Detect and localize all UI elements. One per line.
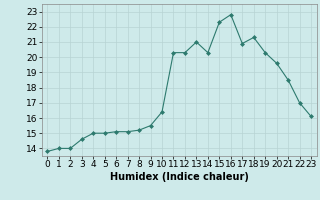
X-axis label: Humidex (Indice chaleur): Humidex (Indice chaleur)	[110, 172, 249, 182]
